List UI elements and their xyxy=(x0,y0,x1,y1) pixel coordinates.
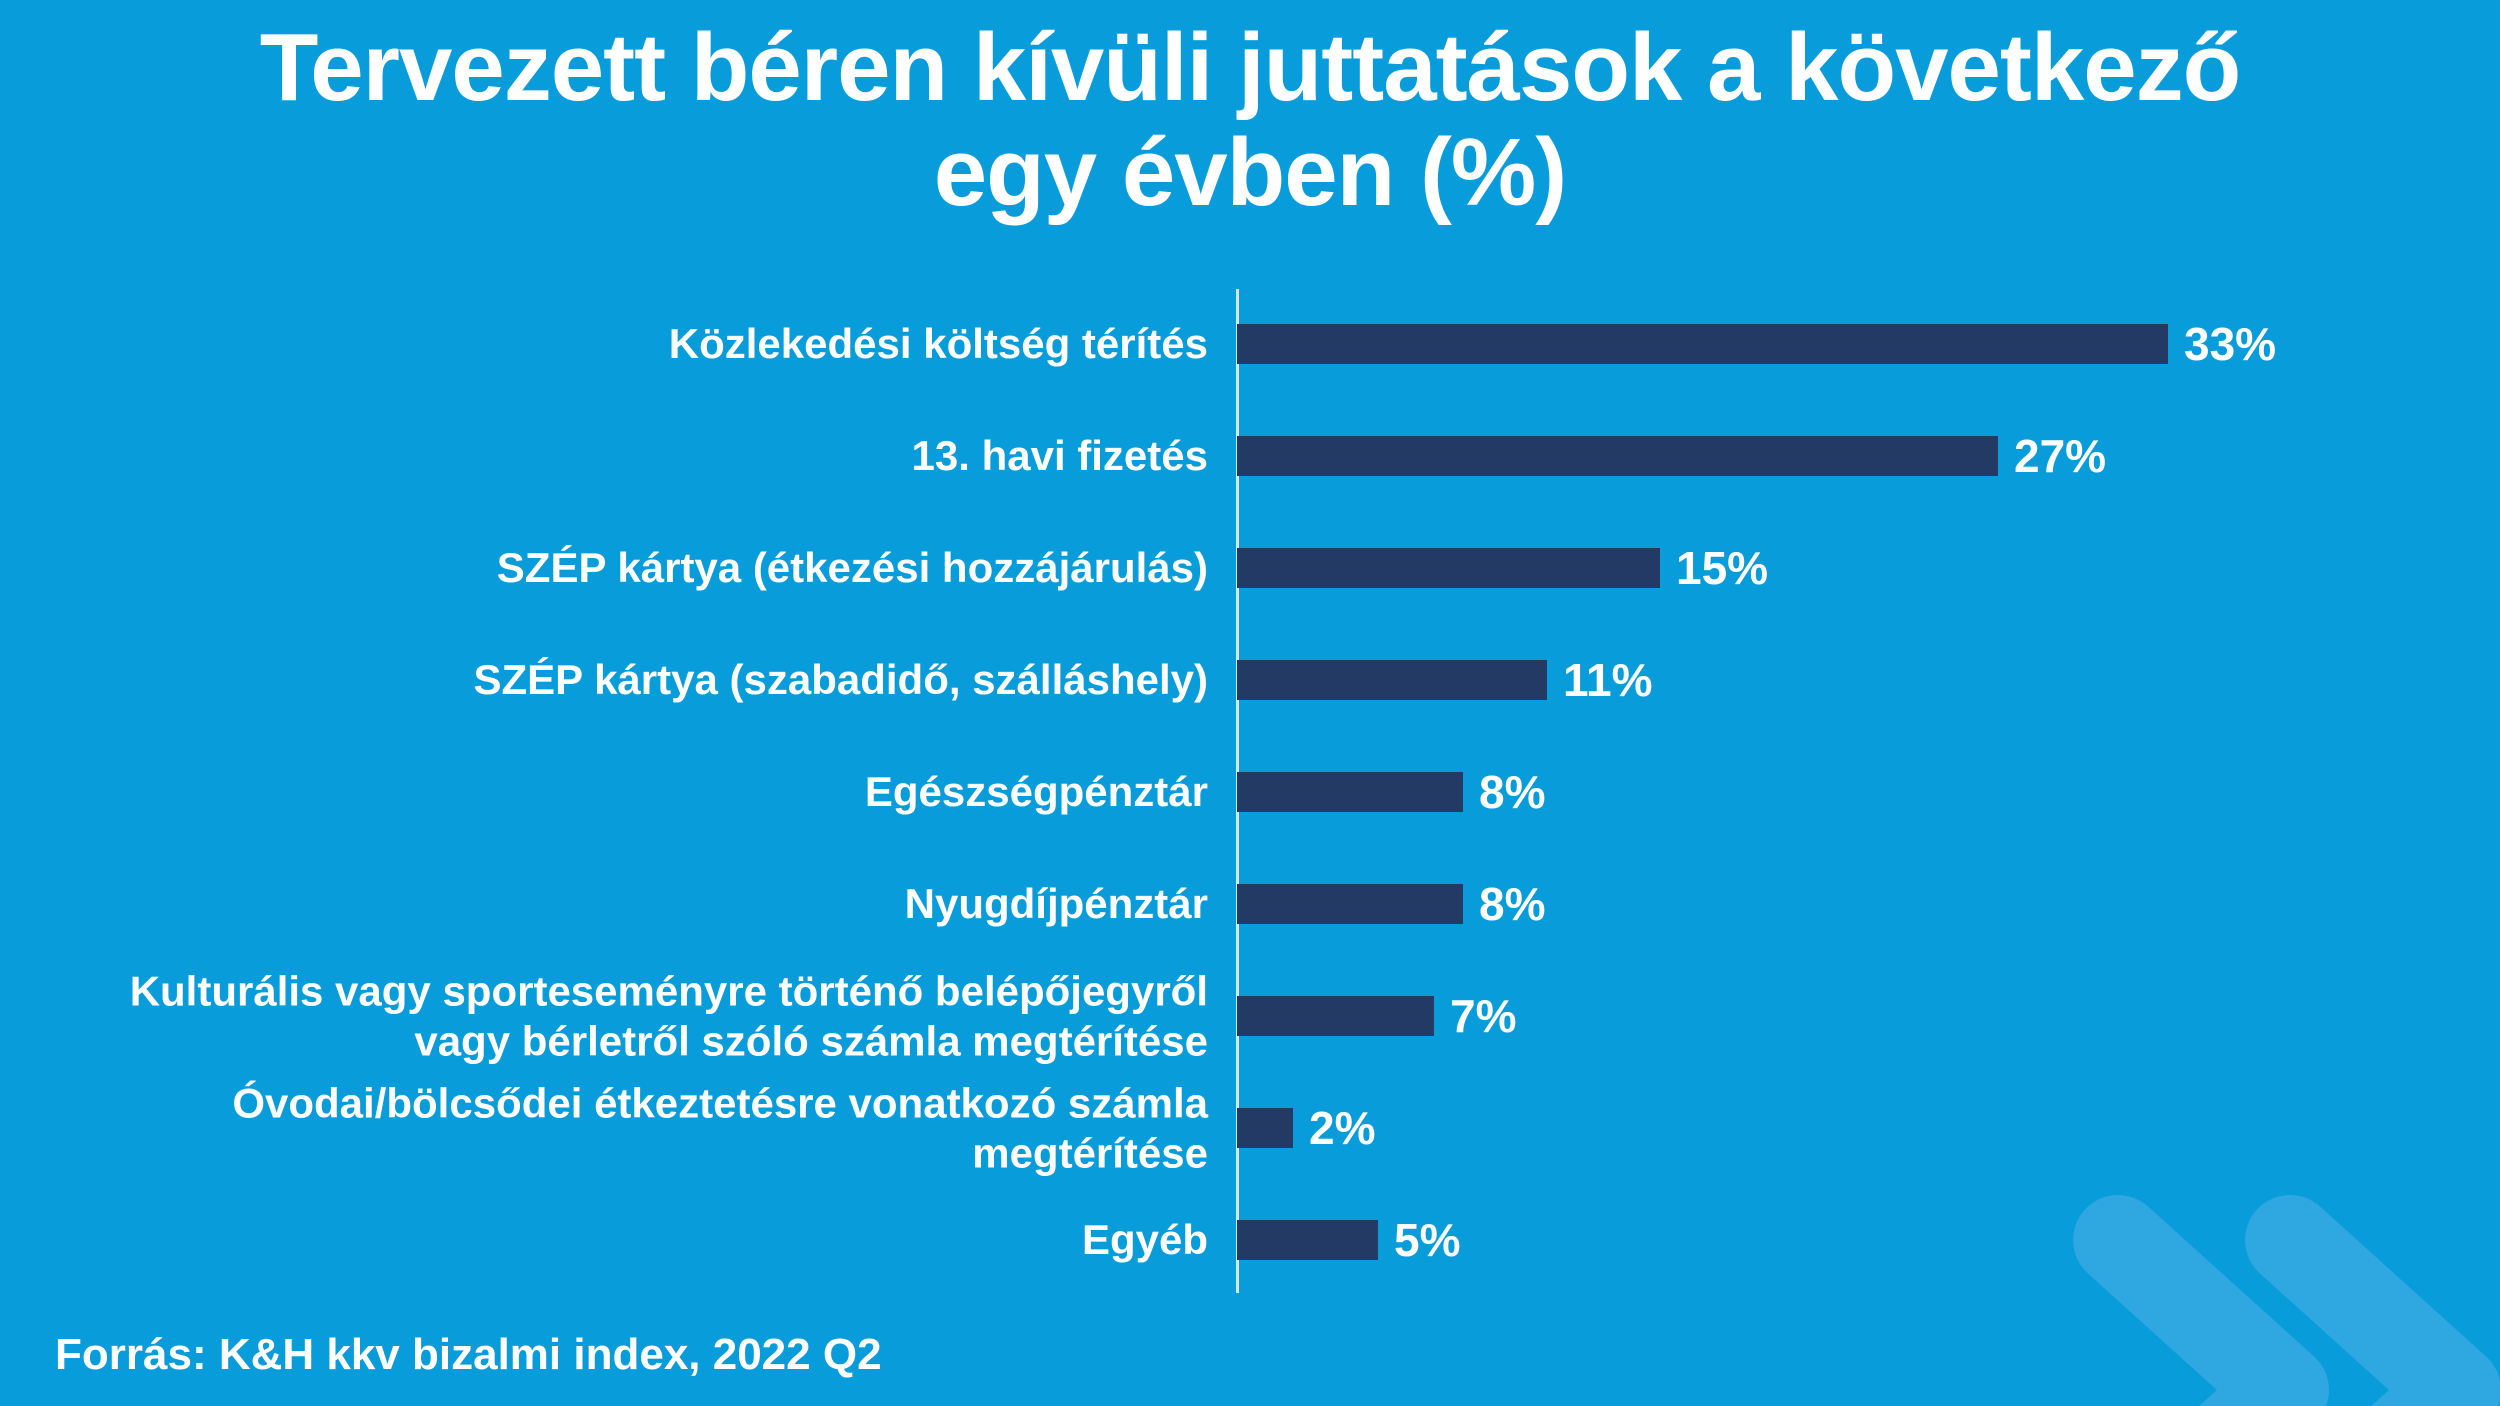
bar xyxy=(1237,884,1463,924)
category-label: Egyéb xyxy=(1081,1216,1208,1264)
value-label: 5% xyxy=(1394,1214,1461,1266)
category-label: 13. havi fizetés xyxy=(911,432,1208,480)
category-label: Nyugdíjpénztár xyxy=(904,880,1208,928)
category-label: Kulturális vagy sporteseményre történő b… xyxy=(129,967,1208,1064)
category-label: SZÉP kártya (szabadidő, szálláshely) xyxy=(473,656,1208,704)
value-label: 8% xyxy=(1479,878,1546,930)
value-label: 33% xyxy=(2184,318,2277,370)
bar xyxy=(1237,1108,1293,1148)
bar xyxy=(1237,1220,1378,1260)
chart-title: Tervezett béren kívüli juttatások a köve… xyxy=(0,14,2500,226)
value-label: 15% xyxy=(1676,542,1769,594)
bar xyxy=(1237,996,1434,1036)
bar xyxy=(1237,436,1998,476)
bar xyxy=(1237,324,2168,364)
value-label: 8% xyxy=(1479,766,1546,818)
bar xyxy=(1237,772,1463,812)
category-label: Óvodai/bölcsődei étkeztetésre vonatkozó … xyxy=(232,1079,1208,1176)
value-label: 7% xyxy=(1450,990,1517,1042)
category-label: SZÉP kártya (étkezési hozzájárulás) xyxy=(496,544,1208,592)
category-label: Közlekedési költség térítés xyxy=(668,320,1208,368)
value-label: 11% xyxy=(1563,654,1653,706)
category-label: Egészségpénztár xyxy=(864,768,1208,816)
chart-title-line1: Tervezett béren kívüli juttatások a köve… xyxy=(259,14,2242,121)
source-note: Forrás: K&H kkv bizalmi index, 2022 Q2 xyxy=(55,1330,882,1379)
value-label: 2% xyxy=(1309,1102,1376,1154)
double-chevron-icon xyxy=(2073,1195,2500,1406)
value-label: 27% xyxy=(2014,430,2107,482)
bar xyxy=(1237,548,1660,588)
bar xyxy=(1237,660,1547,700)
chart-title-line2: egy évben (%) xyxy=(933,118,1568,226)
